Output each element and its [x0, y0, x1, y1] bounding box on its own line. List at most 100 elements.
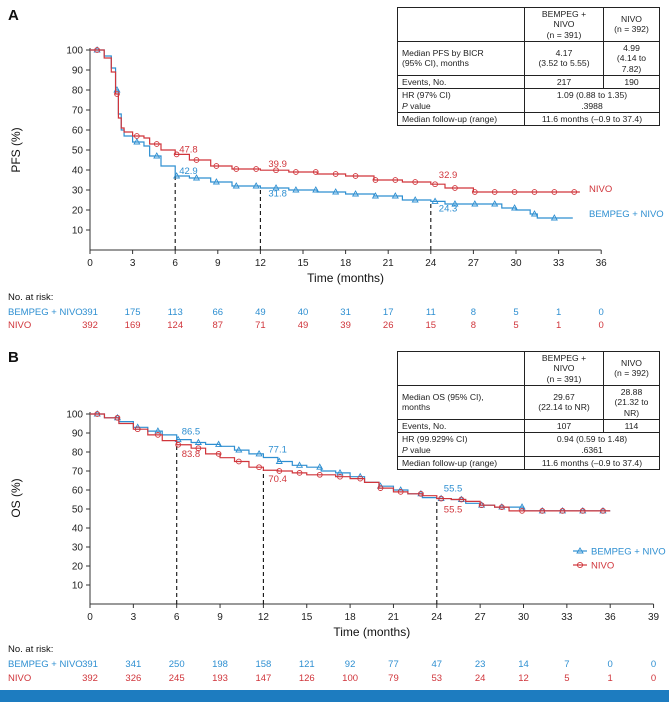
censor-marker-b	[518, 503, 526, 510]
y-tick-label-a: 100	[66, 46, 83, 57]
risk-count-b: 14	[518, 659, 529, 670]
censor-marker-a	[452, 185, 458, 191]
risk-count-a: 8	[471, 320, 476, 331]
censor-marker-a	[173, 151, 180, 158]
risk-count-b: 7	[564, 659, 569, 670]
x-tick-label-b: 9	[217, 612, 223, 623]
x-tick-label-a: 21	[383, 258, 395, 269]
table-row: Median OS (95% CI), months 29.67 (22.14 to…	[397, 384, 660, 420]
y-tick-label-b: 70	[72, 467, 84, 478]
censor-marker-b	[275, 457, 283, 464]
censor-marker-b	[397, 489, 404, 495]
landmark-label-b: 86.5	[182, 427, 201, 438]
censor-marker-b	[316, 471, 323, 478]
y-tick-label-b: 30	[72, 543, 84, 554]
censor-marker-b	[235, 458, 242, 465]
censor-marker-a	[530, 210, 539, 217]
table-b-blank-header	[397, 351, 525, 386]
censor-marker-a	[133, 138, 141, 145]
risk-count-b: 326	[125, 673, 141, 684]
y-tick-label-b: 20	[72, 562, 84, 573]
risk-count-b: 198	[212, 659, 228, 670]
censor-marker-a	[451, 200, 459, 207]
censor-marker-a	[252, 182, 260, 189]
risk-count-b: 100	[342, 673, 358, 684]
censor-marker-a	[332, 171, 339, 177]
risk-count-a: 11	[426, 307, 436, 318]
censor-marker-a	[432, 181, 438, 188]
x-tick-label-b: 36	[605, 612, 617, 623]
risk-count-a: 15	[426, 320, 437, 331]
x-tick-label-b: 6	[174, 612, 180, 623]
x-tick-label-a: 18	[340, 258, 352, 269]
risk-row-name-a: NIVO	[8, 320, 31, 331]
censor-marker-b	[498, 504, 505, 510]
risk-count-b: 147	[255, 673, 271, 684]
risk-row-name-b: NIVO	[8, 673, 31, 684]
risk-count-a: 5	[513, 320, 518, 331]
risk-count-a: 40	[298, 307, 309, 318]
censor-marker-b	[194, 438, 202, 445]
censor-marker-a	[273, 167, 279, 174]
y-tick-label-a: 40	[72, 166, 84, 177]
censor-marker-b	[174, 435, 182, 443]
series-line-a-0	[90, 49, 573, 219]
risk-count-a: 8	[471, 307, 476, 318]
table-row: HR (97% CI) P value 1.09 (0.88 to 1.35) .3…	[397, 88, 660, 113]
censor-marker-b	[458, 496, 465, 503]
censor-marker-a	[192, 174, 201, 181]
risk-count-a: 0	[599, 320, 604, 331]
table-row: HR (99.929% CI) P value 0.94 (0.59 to 1.4…	[397, 432, 660, 457]
x-tick-label-b: 33	[561, 612, 573, 623]
x-axis-label-b: Time (months)	[333, 625, 410, 639]
landmark-label-a: 31.8	[268, 188, 287, 199]
x-tick-label-a: 36	[596, 258, 608, 269]
risk-row-name-a: BEMPEG + NIVO	[8, 307, 83, 318]
y-axis-label-a: PFS (%)	[9, 127, 23, 172]
censor-marker-b	[154, 427, 162, 434]
x-tick-label-a: 33	[553, 258, 565, 269]
censor-marker-b	[94, 411, 101, 417]
panel-b-summary-table: BEMPEG + NIVO (n = 391) NIVO (n = 392) M…	[397, 351, 660, 471]
x-axis-label-a: Time (months)	[307, 271, 384, 285]
end-label-a: NIVO	[589, 184, 612, 195]
risk-count-a: 71	[255, 320, 266, 331]
risk-count-b: 53	[432, 673, 443, 684]
risk-count-a: 49	[255, 307, 266, 318]
risk-count-b: 12	[518, 673, 529, 684]
table-b-col-bempeg: BEMPEG + NIVO (n = 391)	[524, 351, 604, 386]
x-tick-label-b: 18	[345, 612, 357, 623]
x-tick-label-b: 3	[131, 612, 137, 623]
risk-count-b: 126	[299, 673, 315, 684]
censor-marker-b	[295, 461, 304, 468]
censor-marker-a	[253, 166, 259, 172]
censor-marker-a	[471, 189, 478, 195]
risk-header-b: No. at risk:	[8, 644, 53, 655]
table-a-col-nivo: NIVO (n = 392)	[603, 7, 660, 42]
x-tick-label-b: 24	[431, 612, 443, 623]
censor-marker-a	[431, 197, 439, 204]
footer-bar	[0, 690, 669, 702]
x-tick-label-b: 21	[388, 612, 400, 623]
censor-marker-a	[114, 91, 120, 97]
table-row: Median follow-up (range) 11.6 months (–0…	[397, 111, 660, 127]
risk-count-a: 124	[167, 320, 183, 331]
risk-count-b: 0	[608, 659, 613, 670]
table-row: Median PFS by BICR (95% CI), months 4.17(…	[397, 40, 660, 76]
landmark-label-a: 42.9	[179, 166, 198, 177]
censor-marker-a	[491, 189, 498, 195]
censor-marker-a	[351, 190, 360, 197]
risk-count-a: 39	[340, 320, 351, 331]
risk-count-b: 250	[169, 659, 185, 670]
censor-marker-a	[212, 178, 220, 185]
panel-letter-b: B	[8, 349, 19, 366]
censor-marker-b	[316, 463, 324, 470]
censor-marker-b	[519, 508, 525, 514]
risk-count-a: 49	[298, 320, 309, 331]
censor-marker-a	[550, 214, 558, 221]
censor-marker-b	[255, 449, 263, 457]
censor-marker-a	[173, 172, 181, 179]
censor-marker-b	[377, 485, 384, 491]
y-tick-label-a: 90	[72, 66, 84, 77]
